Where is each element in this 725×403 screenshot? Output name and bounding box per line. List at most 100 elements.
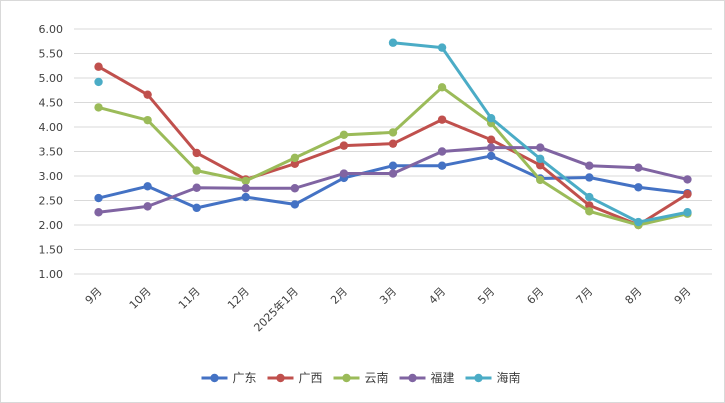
y-tick-label: 5.00 <box>39 72 64 85</box>
x-tick-label: 9月 <box>672 285 694 307</box>
data-point <box>94 103 103 112</box>
x-tick-label: 8月 <box>623 285 645 307</box>
x-axis: 9月 10月 11月 12月 2025年1月 2月 3月 4月 5月 6月 7月 8月 9月 <box>83 284 694 334</box>
data-point <box>486 135 496 144</box>
data-point <box>388 161 398 170</box>
y-tick-label: 4.50 <box>39 97 64 110</box>
data-point <box>241 184 250 193</box>
data-point <box>437 83 447 92</box>
series-line <box>391 41 689 224</box>
data-point <box>192 166 201 175</box>
data-point <box>339 130 349 140</box>
data-point <box>585 161 594 170</box>
data-point <box>437 115 447 124</box>
data-point <box>290 200 300 209</box>
legend-label: 广西 <box>299 371 323 385</box>
x-tick-label: 4月 <box>426 285 448 307</box>
data-point <box>486 151 496 161</box>
data-point <box>585 173 594 182</box>
x-tick-label: 2月 <box>328 285 350 307</box>
legend-marker <box>276 373 285 383</box>
x-tick-label: 9月 <box>83 285 105 307</box>
data-point <box>143 202 152 211</box>
y-tick-label: 3.00 <box>39 170 64 183</box>
series-4 <box>94 143 692 217</box>
data-point <box>437 43 447 52</box>
x-tick-label: 10月 <box>127 285 154 312</box>
x-tick-label: 5月 <box>475 285 497 307</box>
legend-item: 广西 <box>267 371 323 385</box>
legend-item: 云南 <box>333 370 389 385</box>
data-point <box>388 38 398 47</box>
data-point <box>634 183 643 192</box>
legend-item: 福建 <box>399 370 455 385</box>
legend-item: 海南 <box>465 370 521 385</box>
legend-label: 云南 <box>365 370 389 385</box>
legend-marker <box>210 373 219 383</box>
y-tick-label: 2.00 <box>39 219 64 232</box>
x-tick-label: 12月 <box>225 285 252 312</box>
data-point <box>290 184 300 193</box>
y-tick-label: 3.50 <box>39 146 64 159</box>
x-tick-label: 6月 <box>524 285 546 307</box>
legend-marker <box>342 373 351 383</box>
data-point <box>388 139 398 148</box>
data-point <box>94 193 103 203</box>
data-point <box>634 163 643 172</box>
gridlines <box>74 28 712 275</box>
legend-label: 广东 <box>233 371 257 385</box>
series-5 <box>94 38 692 227</box>
legend-label: 海南 <box>497 370 521 385</box>
data-point <box>339 141 349 150</box>
data-point <box>339 169 349 178</box>
data-point <box>143 182 152 191</box>
data-point <box>536 154 545 164</box>
data-point <box>437 147 447 156</box>
data-point <box>683 208 692 217</box>
y-tick-label: 6.00 <box>39 23 64 36</box>
y-tick-label: 1.00 <box>39 268 64 281</box>
data-point <box>94 62 103 71</box>
data-point <box>290 153 300 163</box>
series-layer <box>94 38 692 230</box>
data-point <box>536 175 545 185</box>
data-point <box>241 192 250 202</box>
data-point <box>94 208 103 217</box>
y-tick-label: 5.50 <box>39 48 64 61</box>
data-point <box>536 161 545 170</box>
data-point <box>94 77 103 87</box>
data-point <box>683 189 692 199</box>
x-tick-label: 2025年1月 <box>251 284 301 334</box>
series-3 <box>94 83 692 230</box>
legend-marker <box>408 373 417 383</box>
data-point <box>585 192 594 202</box>
data-point <box>388 169 398 178</box>
data-point <box>143 90 152 99</box>
data-point <box>634 217 643 227</box>
data-point <box>388 128 398 137</box>
data-point <box>192 148 201 158</box>
data-point <box>536 143 545 152</box>
data-point <box>683 175 692 184</box>
data-point <box>585 201 594 210</box>
data-point <box>192 203 201 213</box>
legend-marker <box>474 373 483 383</box>
y-tick-label: 2.50 <box>39 195 64 208</box>
y-tick-label: 4.00 <box>39 121 64 134</box>
legend-label: 福建 <box>431 370 455 385</box>
y-tick-label: 1.50 <box>39 244 64 257</box>
data-point <box>143 115 152 125</box>
data-point <box>192 183 201 192</box>
y-axis: 1.00 1.50 2.00 2.50 3.00 3.50 4.00 4.50 5.00 5.50… <box>39 23 64 281</box>
legend-item: 广东 <box>201 371 257 385</box>
data-point <box>486 113 496 123</box>
x-tick-label: 3月 <box>377 285 399 307</box>
x-tick-label: 11月 <box>176 285 203 312</box>
data-point <box>486 143 496 152</box>
data-point <box>241 176 250 186</box>
data-point <box>290 159 300 168</box>
data-point <box>585 207 594 216</box>
legend: 广东 广西 云南 福建 海南 <box>201 370 521 385</box>
